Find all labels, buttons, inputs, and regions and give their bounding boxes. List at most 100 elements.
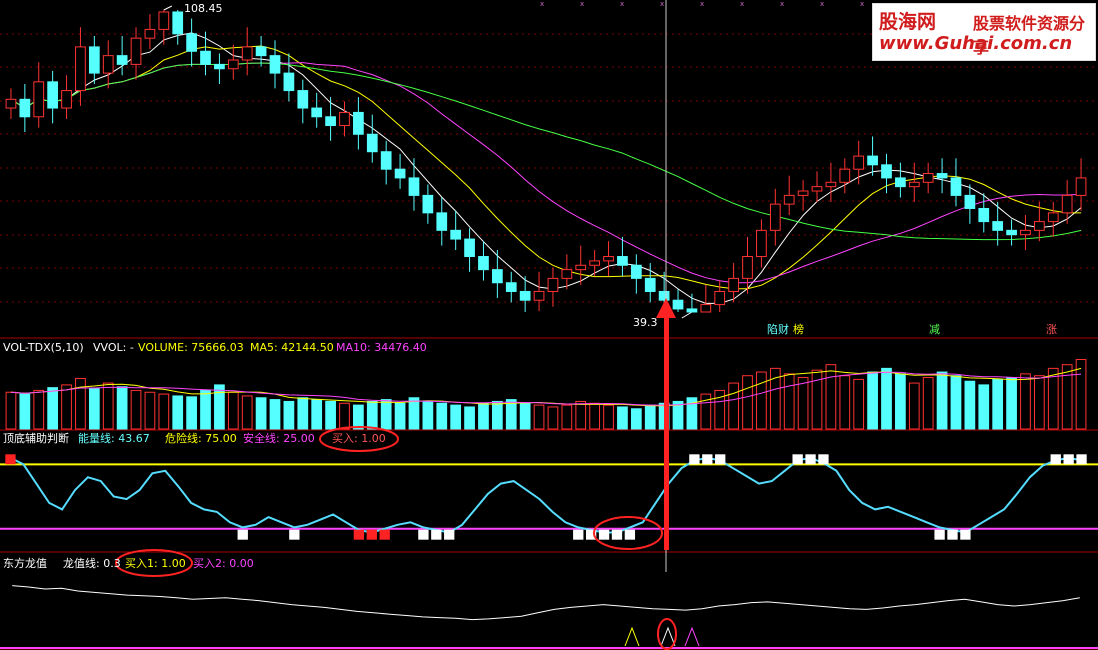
bottom-signal-block [379, 529, 390, 540]
bottom-signal-block [289, 529, 300, 540]
tb-energy-label: 能量线: 43.67 [78, 432, 150, 445]
volume-bar [186, 396, 197, 430]
volume-bar [144, 391, 156, 430]
volume-bar [75, 377, 86, 430]
bottom-signal-block [444, 529, 455, 540]
energy-line [10, 456, 1082, 534]
candle-body [311, 107, 323, 118]
top-signal-block [805, 454, 816, 465]
top-marker: x [860, 0, 864, 8]
volume-bar [756, 371, 767, 430]
dragon-value-label: 龙值线: 0.3 [63, 557, 121, 570]
candle-body [658, 290, 670, 301]
volume-bar [33, 389, 45, 430]
candle-body [783, 194, 795, 205]
top-marker: x [660, 0, 664, 8]
candle-body [519, 290, 531, 301]
candle-body [617, 256, 628, 266]
candle-body [797, 190, 809, 196]
high-price-label: 108.45 [184, 2, 223, 15]
candle-body [978, 207, 990, 223]
volume-bar [561, 404, 573, 430]
vol-sub: VVOL: - [93, 341, 134, 354]
topbottom-lines [0, 456, 1098, 534]
site-watermark: 股海网 股票软件资源分享 www.Guhai.com.cn [872, 3, 1096, 61]
volume-bar [464, 406, 475, 430]
ma20-line [10, 62, 1082, 284]
volume-bar [797, 377, 809, 430]
candle-body [853, 155, 865, 170]
candle-body [450, 229, 462, 240]
candle-body [75, 46, 86, 92]
candle-body [255, 46, 267, 57]
top-marker: x [780, 0, 784, 8]
signal-circle [593, 516, 663, 550]
bottom-signal-block [624, 529, 636, 540]
bottom-signal-block [418, 529, 429, 540]
candle-body [714, 290, 726, 306]
event-tag-1: 陷财 [767, 323, 789, 336]
volume-bar [783, 373, 795, 430]
candle-body [1047, 212, 1059, 223]
volume-bar [283, 400, 295, 430]
volume-ma-lines [10, 367, 1082, 407]
candle-body [908, 181, 920, 188]
annotation-overlay [115, 0, 677, 650]
event-tag-3: 减 [929, 323, 940, 336]
top-signal-block [1063, 454, 1074, 465]
volume-bar [214, 384, 225, 430]
candle-body [769, 203, 781, 231]
volume-bar [825, 364, 837, 430]
buy-triangle-marker [624, 626, 640, 647]
candle-body [644, 277, 656, 292]
buy1-label-circle [115, 549, 193, 577]
volume-bar [102, 382, 114, 430]
volume-bar [672, 400, 684, 430]
low-pointer [681, 311, 693, 319]
ma10-line [10, 45, 1082, 290]
bottom-signal-block [431, 529, 442, 540]
candle-body [728, 277, 739, 292]
candle-body [547, 277, 559, 292]
red-arrow-shaft [664, 316, 669, 550]
volume-bars [5, 358, 1087, 430]
volume-bar [19, 393, 31, 430]
tb-indicator-name: 顶底辅助判断 [3, 432, 69, 445]
candle-body [1061, 194, 1073, 214]
volume-bar [686, 397, 698, 430]
candle-body [283, 72, 295, 92]
candle-body [630, 264, 642, 279]
volume-bar [61, 384, 72, 430]
volume-bar [5, 391, 17, 430]
candle-body [158, 11, 170, 30]
candle-body [130, 37, 142, 65]
candle-body [116, 55, 128, 65]
candle-body [478, 256, 489, 271]
candle-body [408, 177, 420, 196]
candle-body [1020, 229, 1031, 236]
volume-bar [728, 382, 739, 430]
volume-bar [158, 393, 170, 430]
candle-body [380, 151, 392, 170]
high-pointer [163, 5, 173, 11]
dragon-value-lines [0, 585, 1098, 649]
volume-bar [630, 408, 642, 430]
volume-bar [47, 387, 59, 430]
dragon-buy1-label: 买入1: 1.00 [125, 557, 186, 570]
buy1-marker-circle [657, 618, 677, 650]
volume-bar [895, 373, 906, 430]
candle-body [436, 212, 448, 231]
volume-bar [769, 367, 781, 430]
volume-bar [853, 378, 865, 430]
volume-bar [603, 404, 614, 430]
bottom-signal-block [586, 529, 597, 540]
candle-body [811, 186, 823, 192]
volume-bar [241, 395, 253, 430]
top-marker: x [740, 0, 744, 8]
candle-body [491, 269, 503, 284]
candle-body [88, 46, 100, 74]
volume-bar [1047, 367, 1059, 430]
volume-bar [255, 397, 267, 430]
top-marker: x [820, 0, 824, 8]
